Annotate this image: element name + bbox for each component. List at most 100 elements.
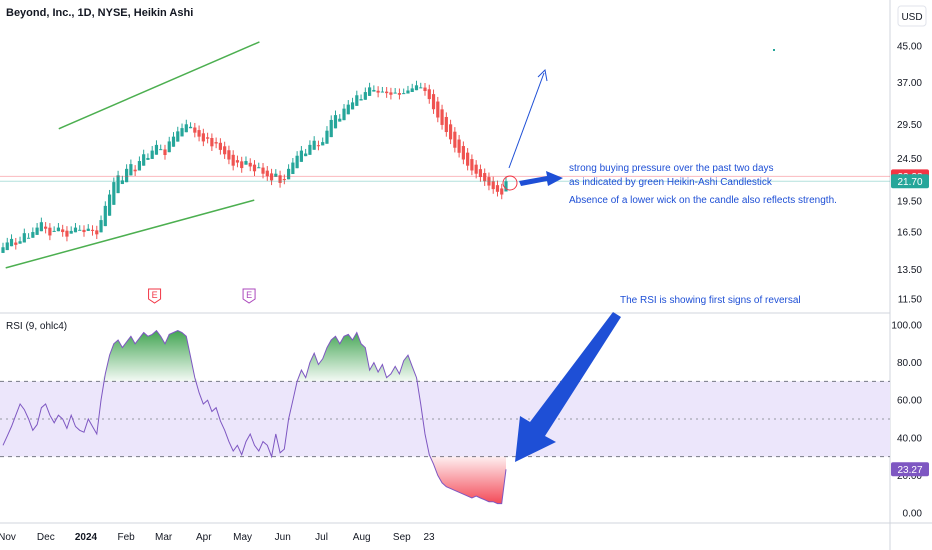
- candle[interactable]: [325, 130, 329, 144]
- candle[interactable]: [333, 115, 338, 129]
- candle[interactable]: [487, 177, 491, 186]
- candle[interactable]: [269, 173, 274, 181]
- candle[interactable]: [150, 150, 154, 159]
- candle[interactable]: [197, 130, 201, 137]
- candle[interactable]: [244, 161, 248, 165]
- chart-title[interactable]: Beyond, Inc., 1D, NYSE, Heikin Ashi: [6, 7, 193, 19]
- candle[interactable]: [9, 238, 14, 247]
- candle[interactable]: [69, 230, 73, 234]
- candle[interactable]: [466, 152, 470, 166]
- candle[interactable]: [342, 108, 346, 121]
- candle[interactable]: [240, 161, 244, 169]
- candle[interactable]: [171, 136, 176, 147]
- candle[interactable]: [116, 175, 120, 194]
- currency-button[interactable]: [897, 5, 927, 27]
- candle[interactable]: [235, 160, 240, 163]
- candle[interactable]: [65, 230, 69, 237]
- candle[interactable]: [14, 242, 18, 245]
- candle[interactable]: [218, 142, 222, 150]
- candle[interactable]: [504, 181, 508, 192]
- candle[interactable]: [367, 87, 372, 96]
- candle[interactable]: [107, 194, 112, 216]
- candle[interactable]: [423, 87, 427, 92]
- candle[interactable]: [393, 92, 397, 94]
- candle[interactable]: [483, 173, 487, 182]
- candle[interactable]: [295, 155, 299, 169]
- candle[interactable]: [355, 95, 359, 106]
- candle[interactable]: [167, 141, 171, 153]
- candle[interactable]: [142, 154, 146, 166]
- candle[interactable]: [231, 154, 235, 166]
- candle[interactable]: [163, 149, 167, 155]
- candle[interactable]: [61, 229, 65, 233]
- candle[interactable]: [444, 116, 448, 133]
- candle[interactable]: [206, 137, 210, 139]
- candle[interactable]: [474, 164, 478, 174]
- candle[interactable]: [39, 222, 43, 232]
- candle[interactable]: [95, 230, 99, 235]
- candle[interactable]: [133, 169, 137, 172]
- candle[interactable]: [26, 237, 31, 239]
- candle[interactable]: [210, 138, 214, 147]
- candle[interactable]: [129, 164, 133, 176]
- candle[interactable]: [252, 164, 257, 172]
- candle[interactable]: [56, 227, 61, 232]
- candle[interactable]: [265, 170, 269, 177]
- candle[interactable]: [410, 88, 414, 93]
- candle[interactable]: [312, 140, 316, 150]
- candle[interactable]: [329, 119, 333, 138]
- candle[interactable]: [287, 168, 291, 180]
- candle[interactable]: [431, 94, 436, 110]
- candle[interactable]: [389, 92, 393, 95]
- candle[interactable]: [184, 124, 188, 133]
- price-pane[interactable]: [0, 0, 890, 313]
- candle[interactable]: [5, 242, 9, 251]
- candle[interactable]: [402, 93, 406, 95]
- candle[interactable]: [397, 93, 402, 95]
- candle[interactable]: [48, 227, 52, 236]
- candle[interactable]: [495, 185, 500, 192]
- candle[interactable]: [78, 229, 82, 231]
- candle[interactable]: [478, 169, 483, 178]
- candle[interactable]: [18, 241, 22, 244]
- candle[interactable]: [440, 109, 444, 125]
- candle[interactable]: [180, 128, 184, 137]
- candle[interactable]: [176, 131, 180, 142]
- candle[interactable]: [436, 101, 440, 118]
- candle[interactable]: [470, 159, 474, 171]
- candle[interactable]: [461, 146, 465, 160]
- candle[interactable]: [112, 182, 116, 205]
- candle[interactable]: [31, 232, 35, 238]
- candle[interactable]: [291, 162, 295, 175]
- candle[interactable]: [188, 126, 193, 129]
- candle[interactable]: [154, 144, 159, 155]
- candle[interactable]: [86, 228, 90, 231]
- candle[interactable]: [316, 145, 321, 147]
- candle[interactable]: [261, 167, 265, 174]
- candle[interactable]: [500, 188, 504, 195]
- candle[interactable]: [274, 173, 278, 177]
- candle[interactable]: [380, 91, 384, 93]
- earnings-marker[interactable]: [148, 288, 162, 304]
- candle[interactable]: [44, 226, 48, 229]
- candle[interactable]: [120, 180, 124, 185]
- candle[interactable]: [223, 146, 227, 155]
- candle[interactable]: [193, 127, 197, 133]
- candle[interactable]: [363, 92, 367, 100]
- candle[interactable]: [359, 99, 363, 101]
- candle[interactable]: [350, 102, 355, 110]
- candle[interactable]: [385, 91, 389, 94]
- candle[interactable]: [406, 90, 410, 94]
- candle[interactable]: [346, 104, 350, 115]
- candle[interactable]: [125, 168, 129, 183]
- candle[interactable]: [201, 133, 205, 142]
- candle[interactable]: [299, 150, 303, 162]
- candle[interactable]: [282, 179, 286, 181]
- candle[interactable]: [52, 230, 56, 232]
- candle[interactable]: [73, 227, 78, 233]
- candle[interactable]: [457, 139, 461, 153]
- candle[interactable]: [227, 150, 231, 160]
- candle[interactable]: [491, 181, 495, 190]
- candle[interactable]: [278, 175, 282, 183]
- candle[interactable]: [257, 167, 261, 169]
